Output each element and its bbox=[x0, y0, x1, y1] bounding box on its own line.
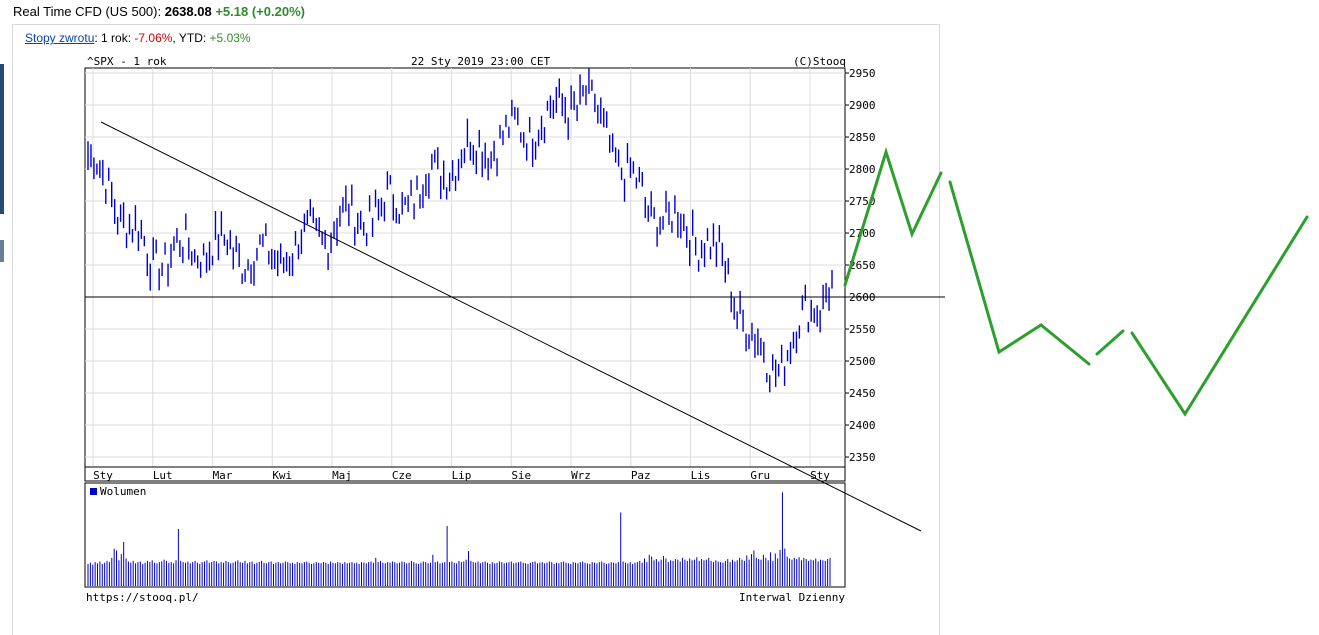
price-bars bbox=[87, 67, 833, 393]
x-tick-label: Cze bbox=[392, 469, 412, 482]
y-axis-ticks: 2950290028502800275027002650260025502500… bbox=[845, 67, 876, 464]
forecast-stroke-4 bbox=[1130, 215, 1309, 417]
x-axis-band bbox=[84, 466, 846, 482]
x-tick-label: Maj bbox=[332, 469, 352, 482]
returns-year-value: -7.06% bbox=[134, 31, 173, 45]
window-edge-strip-lower bbox=[0, 240, 4, 262]
chart-datetime: 22 Sty 2019 23:00 CET bbox=[411, 55, 550, 68]
quote-value: 2638.08 bbox=[164, 4, 212, 19]
x-tick-label: Lut bbox=[153, 469, 173, 482]
forecast-drawing bbox=[843, 146, 1309, 417]
x-tick-label: Gru bbox=[750, 469, 770, 482]
returns-line: Stopy zwrotu: 1 rok: -7.06%, YTD: +5.03% bbox=[25, 31, 251, 45]
price-plot-frame bbox=[84, 67, 846, 468]
volume-plot-frame bbox=[84, 482, 846, 588]
x-tick-label: Wrz bbox=[571, 469, 591, 482]
returns-year-label: : 1 rok: bbox=[94, 31, 135, 45]
quote-header: Real Time CFD (US 500): 2638.08 +5.18 (+… bbox=[13, 4, 305, 19]
returns-ytd-label: , YTD: bbox=[172, 31, 210, 45]
returns-ytd-value: +5.03% bbox=[209, 31, 251, 45]
y-tick-label: 2650 bbox=[849, 259, 876, 272]
x-tick-label: Sty bbox=[810, 469, 830, 482]
y-tick-label: 2500 bbox=[849, 355, 876, 368]
quote-change: +5.18 (+0.20%) bbox=[215, 4, 305, 19]
y-tick-label: 2350 bbox=[849, 451, 876, 464]
y-tick-label: 2450 bbox=[849, 387, 876, 400]
y-tick-label: 2950 bbox=[849, 67, 876, 80]
volume-bars bbox=[87, 492, 831, 586]
x-tick-label: Paz bbox=[631, 469, 651, 482]
footer-url[interactable]: https://stooq.pl/ bbox=[86, 591, 199, 604]
x-tick-label: Kwi bbox=[272, 469, 292, 482]
x-tick-label: Lis bbox=[691, 469, 711, 482]
y-tick-label: 2400 bbox=[849, 419, 876, 432]
volume-legend-swatch bbox=[90, 488, 97, 495]
chart-symbol: ^SPX - 1 rok bbox=[87, 55, 167, 68]
returns-link[interactable]: Stopy zwrotu bbox=[25, 31, 95, 45]
footer-interval: Interwal Dzienny bbox=[739, 591, 845, 604]
y-tick-label: 2850 bbox=[849, 131, 876, 144]
volume-legend-label: Wolumen bbox=[100, 485, 146, 498]
x-tick-label: Sie bbox=[511, 469, 531, 482]
forecast-stroke-2 bbox=[948, 180, 1091, 366]
y-tick-label: 2550 bbox=[849, 323, 876, 336]
y-tick-label: 2800 bbox=[849, 163, 876, 176]
x-axis-ticks: Sty Lut Mar Kwi Maj Cze Lip Sie Wrz Paz Lis Gru Sty bbox=[93, 469, 830, 482]
forecast-stroke-1 bbox=[843, 146, 943, 287]
x-tick-label: Lip bbox=[452, 469, 472, 482]
quote-label: Real Time CFD (US 500): bbox=[13, 4, 162, 19]
downtrend-line bbox=[100, 121, 922, 532]
chart-copyright: (C)Stooq bbox=[793, 55, 846, 68]
forecast-stroke-3 bbox=[1095, 329, 1125, 356]
window-edge-strip bbox=[0, 64, 4, 214]
x-tick-label: Mar bbox=[213, 469, 233, 482]
price-grid bbox=[85, 68, 845, 467]
y-tick-label: 2900 bbox=[849, 99, 876, 112]
x-tick-label: Sty bbox=[93, 469, 113, 482]
